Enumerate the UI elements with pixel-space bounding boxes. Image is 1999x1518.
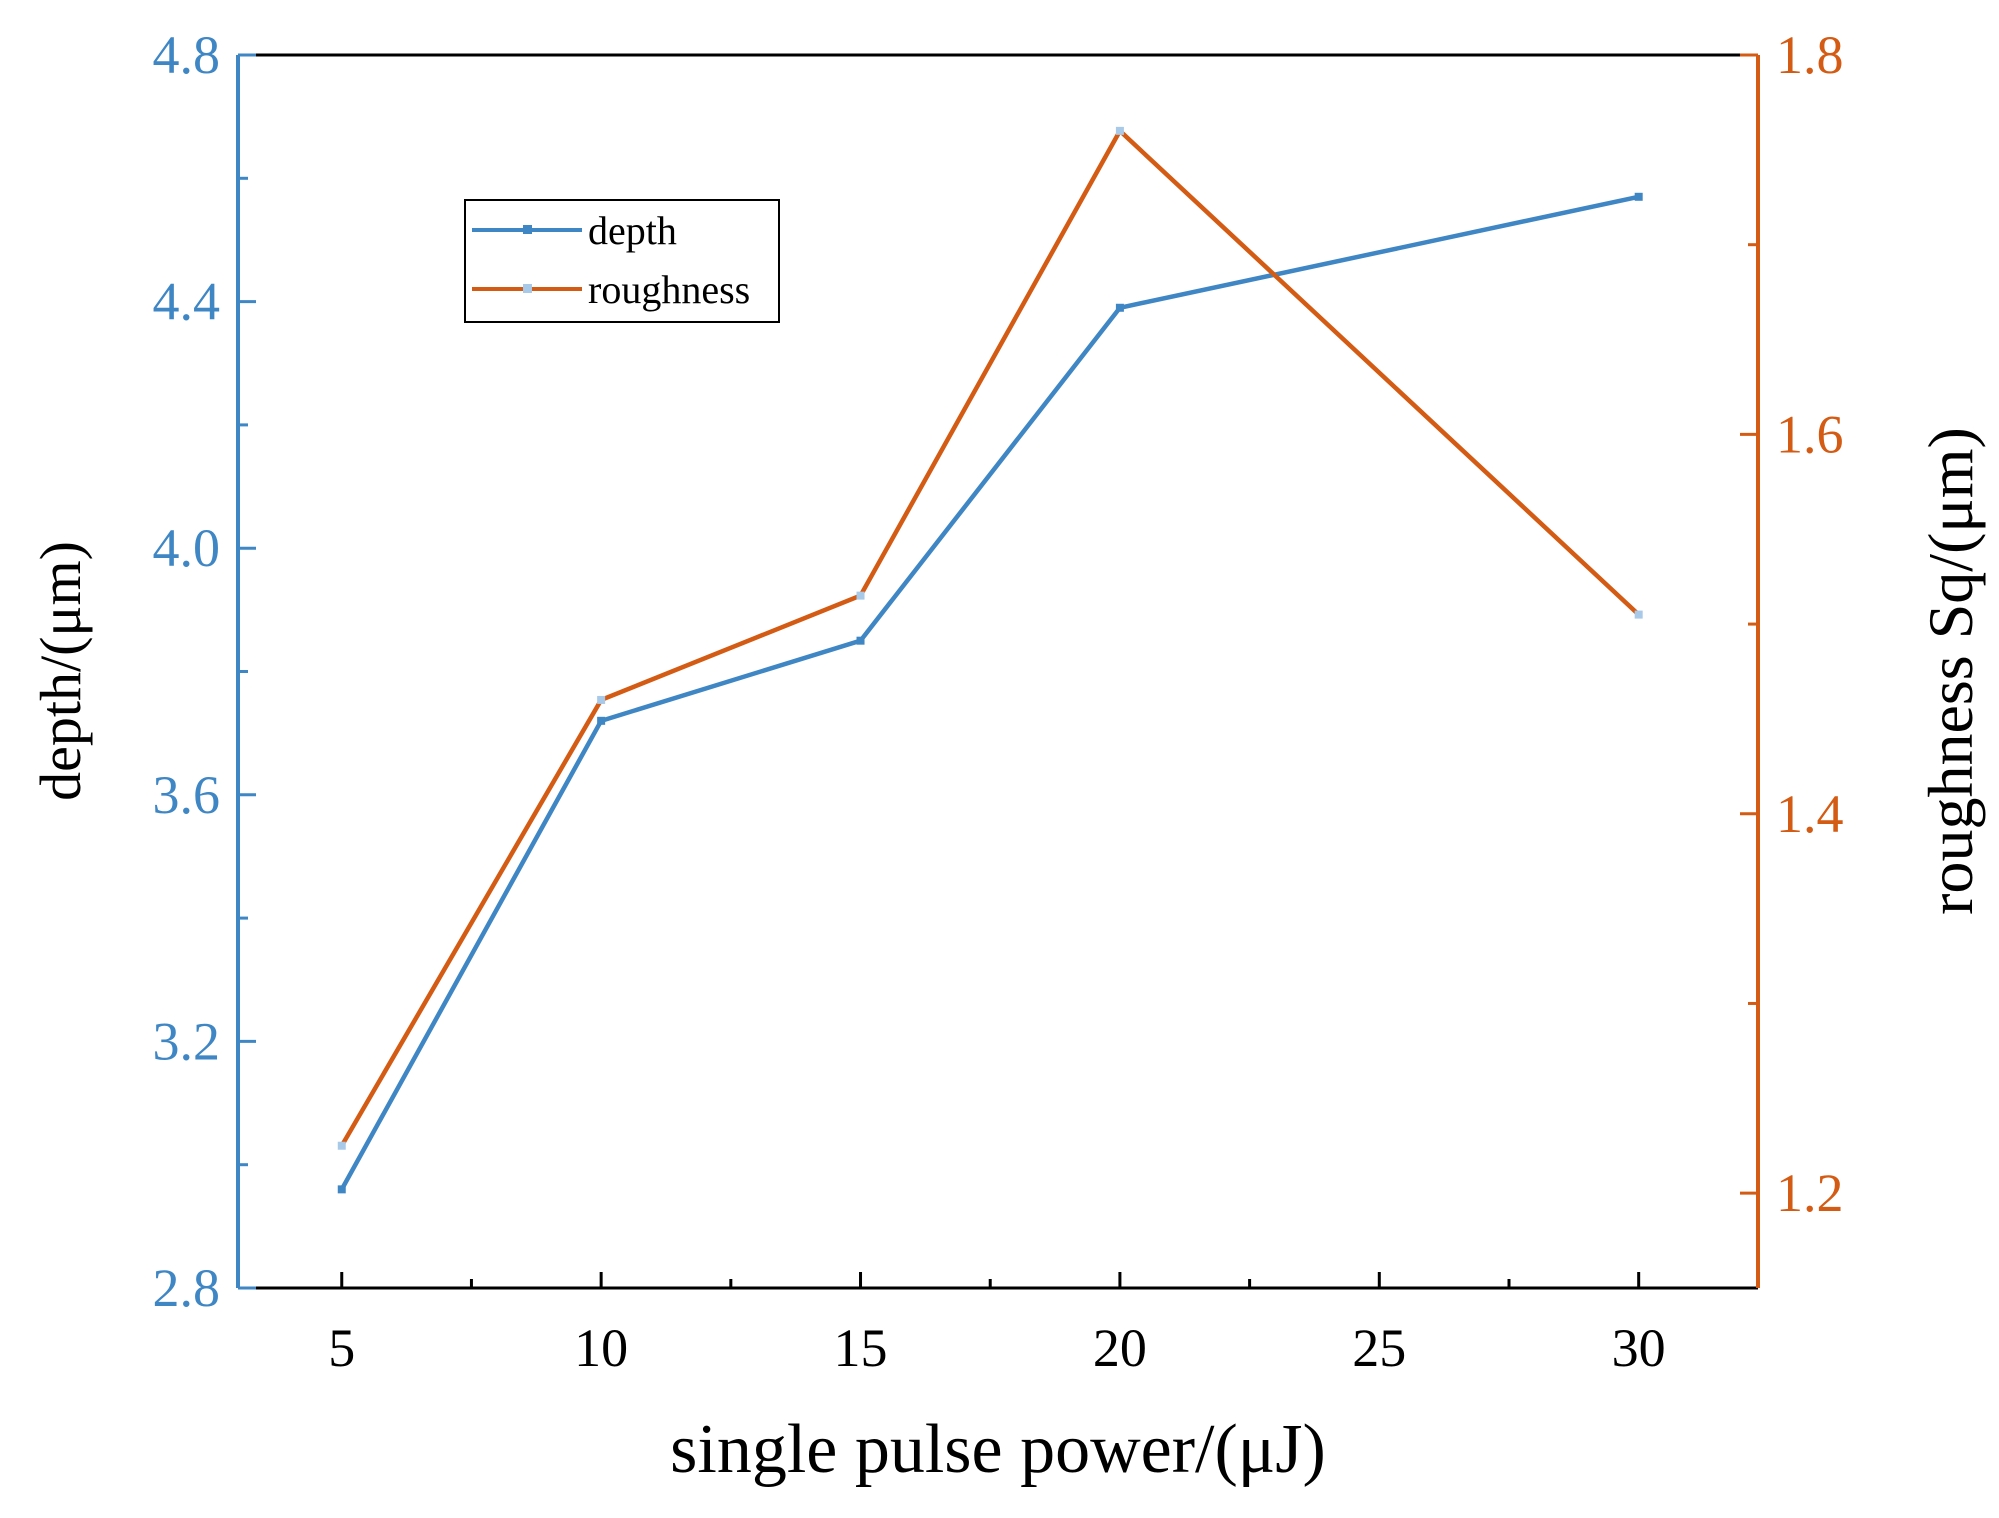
x-axis-title: single pulse power/(μJ) [670,1411,1326,1488]
series-layer [337,126,1643,1194]
x-tick-label: 20 [1093,1318,1147,1378]
depth-point [1634,192,1643,201]
left-tick-label: 4.4 [153,272,221,332]
x-tick-label: 5 [328,1318,355,1378]
depth-point [597,716,606,725]
left-axis-title: depth/(μm) [28,541,93,801]
left-tick-label: 4.8 [153,25,221,85]
depth-line [339,194,1640,1191]
left-tick-label: 4.0 [153,518,221,578]
roughness-point [337,1141,346,1150]
depth-point [1115,303,1124,312]
legend-depth-marker [523,225,532,234]
left-tick-label: 2.8 [153,1258,221,1318]
legend-roughness-label: roughness [588,267,750,312]
legend-roughness-marker [523,284,532,293]
depth-point [337,1185,346,1194]
right-tick-label: 1.6 [1776,404,1844,464]
left-tick-label: 3.2 [153,1011,221,1071]
roughness-point [1634,610,1643,619]
axis-ticks: 5 10 15 20 25 30 2.8 3.2 3.6 4.0 4.4 4.8 1.2 1.4 1.6 1.… [153,25,1844,1378]
depth-point [856,636,865,645]
x-tick-label: 10 [574,1318,628,1378]
legend: depth roughness [464,199,780,323]
legend-depth-label: depth [588,208,677,253]
left-tick-label: 3.6 [153,765,221,825]
legend-box [464,199,780,323]
roughness-point [597,695,606,704]
x-tick-label: 30 [1612,1318,1666,1378]
right-tick-label: 1.2 [1776,1163,1844,1223]
right-axis-title: roughness Sq/(μm) [1915,427,1986,915]
roughness-point [856,591,865,600]
right-tick-label: 1.8 [1776,25,1844,85]
x-tick-label: 15 [834,1318,888,1378]
roughness-point [1115,126,1124,135]
right-tick-label: 1.4 [1776,784,1844,844]
x-tick-label: 25 [1352,1318,1406,1378]
